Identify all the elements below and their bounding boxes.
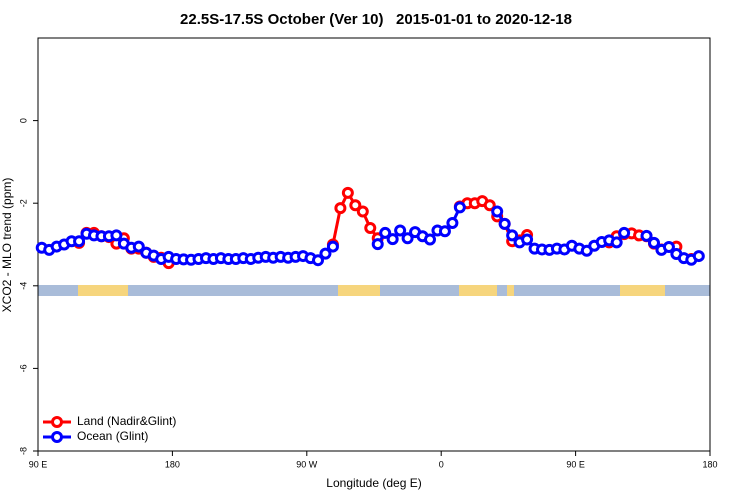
data-point [610,236,623,249]
data-point [364,221,377,234]
legend-label: Ocean (Glint) [77,429,148,443]
x-tick-label: 90 W [296,459,318,469]
data-point [424,233,436,246]
data-point [692,250,705,263]
series [35,201,705,267]
data-point [326,240,339,253]
land-patch [78,285,128,296]
y-tick-label: -6 [18,364,28,372]
data-point [334,202,347,215]
data-point [110,229,123,242]
y-axis-label: XCO2 - MLO trend (ppm) [0,178,14,313]
x-tick-label: 90 E [29,459,48,469]
x-tick-label: 0 [439,459,444,469]
data-point [394,224,407,237]
land-patch [338,285,380,296]
x-axis-label: Longitude (deg E) [326,476,421,490]
data-point [73,235,86,248]
chart-title: 22.5S-17.5S October (Ver 10) 2015-01-01 … [180,11,572,28]
data-point [506,229,519,242]
data-point [132,240,145,253]
y-tick-label: -2 [18,199,28,207]
data-point [491,205,504,218]
data-point [401,232,414,245]
data-point [312,254,324,267]
land-patch [507,285,514,296]
data-point [438,225,451,238]
legend-marker [51,431,63,443]
y-tick-label: -4 [18,282,28,290]
legend-marker [51,416,63,428]
x-tick-label: 180 [165,459,180,469]
data-point [341,186,354,199]
data-point [446,217,459,230]
data-point [648,236,660,249]
y-tick-label: 0 [18,118,28,123]
data-point [498,217,511,230]
land-patch [620,285,665,296]
data-point [521,233,534,246]
legend-label: Land (Nadir&Glint) [77,414,176,428]
y-tick-label: -8 [18,447,28,455]
data-point [349,199,362,212]
data-point [453,201,466,214]
land-mask [38,285,710,296]
data-point [379,226,392,239]
data-point [356,205,369,218]
data-point [618,226,631,239]
data-point [319,247,332,260]
data-point [371,238,384,251]
x-tick-label: 90 E [566,459,585,469]
data-point [386,233,399,246]
x-tick-label: 180 [702,459,717,469]
data-point [640,229,653,242]
land-patch [459,285,497,296]
data-point [662,240,675,253]
data-point [483,199,496,212]
